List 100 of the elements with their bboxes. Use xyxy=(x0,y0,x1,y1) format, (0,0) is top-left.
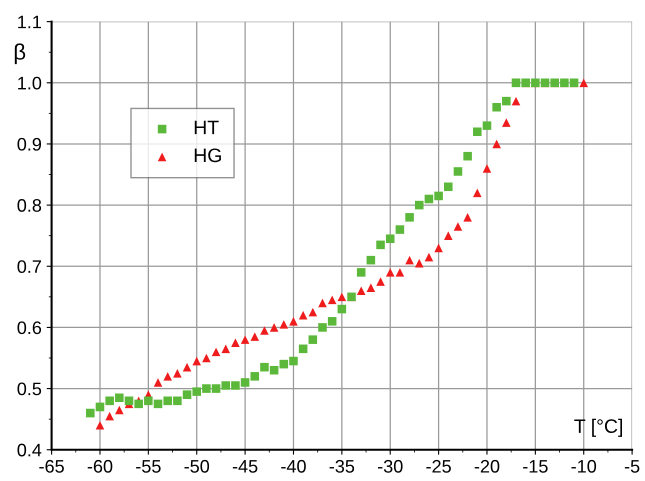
y-tick-label: 1.0 xyxy=(18,76,42,90)
point xyxy=(579,78,588,88)
point xyxy=(396,268,404,277)
point xyxy=(250,332,260,341)
x-tick-label: -20 xyxy=(474,460,500,473)
point xyxy=(250,372,260,381)
point xyxy=(173,396,182,406)
point xyxy=(96,402,104,412)
point xyxy=(396,225,404,234)
x-tick-label: -45 xyxy=(232,460,258,473)
x-tick-label: -30 xyxy=(378,460,403,473)
point xyxy=(356,286,366,296)
point xyxy=(424,252,434,262)
point xyxy=(221,381,230,390)
point xyxy=(86,408,95,418)
point xyxy=(434,244,443,252)
y-axis-title: β xyxy=(14,43,26,64)
x-tick-label: -25 xyxy=(426,460,451,473)
point xyxy=(328,296,336,304)
point xyxy=(115,393,124,402)
point xyxy=(280,320,288,329)
point xyxy=(338,304,346,314)
point xyxy=(289,356,298,366)
y-tick-label: 0.7 xyxy=(17,260,41,273)
point xyxy=(308,308,318,316)
x-tick-label: -50 xyxy=(184,460,210,473)
point xyxy=(414,200,424,210)
point xyxy=(454,167,462,176)
point xyxy=(434,192,443,200)
point xyxy=(96,420,104,430)
point xyxy=(105,396,114,406)
point xyxy=(134,400,143,408)
x-axis-title: T [°C] xyxy=(574,418,622,437)
y-tick-label: 0.8 xyxy=(17,199,42,212)
point xyxy=(270,323,278,332)
point xyxy=(473,127,482,136)
point xyxy=(502,96,511,106)
point xyxy=(154,400,162,408)
point xyxy=(212,348,220,356)
point xyxy=(492,140,501,148)
point xyxy=(115,406,124,414)
point xyxy=(182,390,192,399)
point xyxy=(444,231,453,240)
point xyxy=(356,268,366,277)
y-tick-label: 0.9 xyxy=(17,138,42,151)
point xyxy=(163,372,172,381)
point xyxy=(105,412,114,420)
point xyxy=(240,378,250,387)
y-tick-label: 0.5 xyxy=(17,382,42,396)
point xyxy=(386,268,395,277)
point xyxy=(338,292,346,302)
point xyxy=(231,338,240,347)
point xyxy=(202,384,211,393)
point xyxy=(424,194,434,204)
point xyxy=(366,256,376,264)
x-tick-label: -60 xyxy=(88,460,112,473)
x-tick-label: -55 xyxy=(136,460,161,473)
point xyxy=(444,182,453,192)
point xyxy=(280,360,288,368)
point xyxy=(405,213,414,222)
point xyxy=(414,258,424,268)
point xyxy=(270,366,278,375)
x-tick-label: -40 xyxy=(281,460,306,473)
point xyxy=(212,384,220,393)
point xyxy=(454,222,462,231)
point xyxy=(376,277,385,286)
point xyxy=(298,310,308,320)
point xyxy=(482,164,492,173)
x-tick-label: -35 xyxy=(330,460,354,473)
point xyxy=(124,396,134,406)
point xyxy=(298,344,308,354)
point xyxy=(260,326,269,335)
legend-label: HT xyxy=(194,120,219,134)
point xyxy=(240,335,250,344)
point xyxy=(463,213,472,222)
y-tick-label: 0.6 xyxy=(17,321,42,334)
x-tick-label: -5 xyxy=(624,460,640,473)
point xyxy=(512,96,520,106)
x-tick-label: -65 xyxy=(39,460,64,473)
x-tick-label: -10 xyxy=(571,460,596,473)
point xyxy=(376,240,385,250)
legend-label: HG xyxy=(194,148,221,162)
point xyxy=(473,188,482,198)
y-tick-label: 1.1 xyxy=(18,16,41,28)
point xyxy=(492,102,501,112)
point xyxy=(163,396,172,406)
point xyxy=(221,344,230,354)
point xyxy=(260,362,269,372)
point xyxy=(202,354,211,362)
point xyxy=(182,362,192,372)
point xyxy=(328,317,336,326)
point xyxy=(318,298,327,308)
point xyxy=(154,378,162,387)
point xyxy=(366,283,376,292)
point xyxy=(173,369,182,378)
point xyxy=(144,396,153,406)
x-tick-label: -15 xyxy=(523,460,548,473)
point xyxy=(512,78,520,88)
point xyxy=(308,335,318,344)
point xyxy=(289,317,298,326)
